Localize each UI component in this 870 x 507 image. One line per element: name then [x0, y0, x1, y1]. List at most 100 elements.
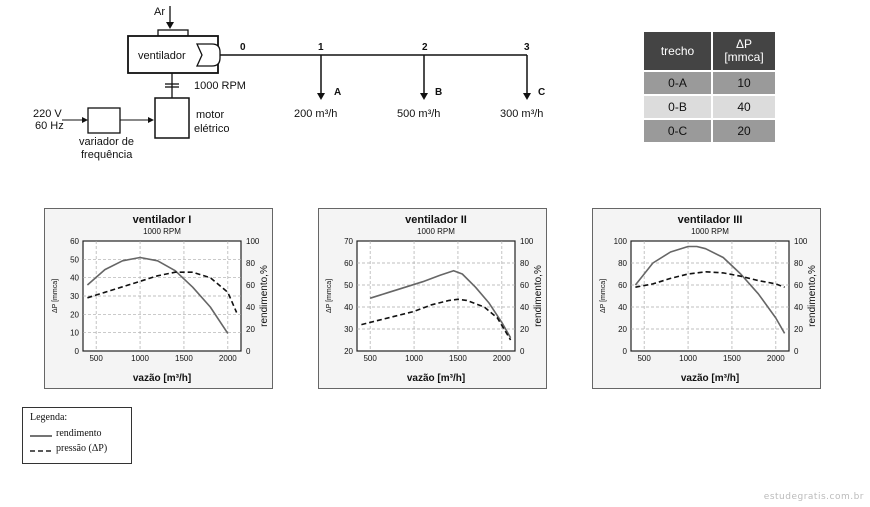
series-line-pressao [635, 270, 785, 288]
cell-trecho: 0-C [642, 118, 713, 144]
y-right-tick-label: 60 [246, 281, 255, 290]
y-right-tick-label: 40 [520, 303, 529, 312]
y-left-tick-label: 20 [618, 325, 627, 334]
motor-label-1: motor [196, 109, 224, 121]
cell-dp: 10 [711, 70, 777, 96]
outlet-a-letter: A [334, 87, 341, 98]
y-right-tick-label: 0 [246, 347, 251, 356]
y-right-tick-label: 80 [520, 259, 529, 268]
x-tick-label: 1000 [405, 354, 423, 363]
legend-title: Legenda: [30, 412, 68, 423]
cell-dp: 20 [711, 118, 777, 144]
series-line-pressao [361, 298, 512, 341]
vfd-label-2: frequência [81, 149, 133, 161]
chart-fan-1: ventilador I 1000 RPM 500 1000 1500 2000 0 10 20… [44, 208, 273, 389]
outlet-a-arrow-icon [317, 93, 325, 100]
outlet-a-flow: 200 m³/h [294, 108, 337, 120]
chart-title: ventilador II [405, 214, 467, 226]
cell-trecho: 0-A [642, 70, 713, 96]
chart-subtitle: 1000 RPM [691, 227, 729, 236]
y-left-tick-label: 30 [70, 292, 79, 301]
y-left-tick-label: 0 [75, 347, 80, 356]
y-left-tick-label: 50 [70, 255, 79, 264]
node-1-label: 1 [318, 42, 324, 53]
y-right-tick-label: 40 [246, 303, 255, 312]
legend-solid-line-icon [30, 435, 52, 437]
y-right-tick-label: 80 [246, 259, 255, 268]
y-left-tick-label: 60 [70, 237, 79, 246]
x-tick-label: 2000 [219, 354, 237, 363]
air-label: Ar [154, 6, 165, 18]
node-0-label: 0 [240, 42, 246, 53]
x-tick-label: 500 [637, 354, 651, 363]
legend-item-rendimento: rendimento [56, 428, 102, 439]
cell-trecho: 0-B [642, 94, 713, 120]
y-right-tick-label: 0 [794, 347, 799, 356]
series-line-rendimento [86, 256, 229, 334]
voltage-label: 220 V [33, 108, 62, 120]
outlet-b-arrow-icon [420, 93, 428, 100]
y-right-tick-label: 60 [520, 281, 529, 290]
y-left-tick-label: 10 [70, 329, 79, 338]
x-tick-label: 500 [363, 354, 377, 363]
cell-dp: 40 [711, 94, 777, 120]
y-right-tick-label: 80 [794, 259, 803, 268]
y-left-tick-label: 80 [618, 259, 627, 268]
y-right-axis-label: rendimento,% [259, 265, 270, 327]
y-right-tick-label: 40 [794, 303, 803, 312]
y-left-tick-label: 60 [618, 281, 627, 290]
chart-fan-2: ventilador II 1000 RPM 500 1000 1500 2000 20 30… [318, 208, 547, 389]
y-left-tick-label: 70 [344, 237, 353, 246]
chart-subtitle: 1000 RPM [143, 227, 181, 236]
series-line-rendimento [634, 245, 786, 334]
legend-dashed-line-icon [30, 450, 52, 452]
y-right-tick-label: 60 [794, 281, 803, 290]
y-left-axis-label: ΔP [mmca] [600, 279, 607, 313]
fan-inlet [157, 29, 189, 37]
y-right-tick-label: 20 [520, 325, 529, 334]
col-header-dp-symbol: ΔP [735, 37, 753, 51]
vfd-label-1: variador de [79, 136, 134, 148]
outlet-c-flow: 300 m³/h [500, 108, 543, 120]
watermark: estudegratis.com.br [763, 492, 864, 502]
x-tick-label: 2000 [493, 354, 511, 363]
table-row: 0-C 20 [642, 118, 777, 144]
frequency-label: 60 Hz [35, 120, 64, 132]
fan-outlet-icon [195, 43, 221, 67]
outlet-c-arrow-icon [523, 93, 531, 100]
y-left-axis-label: ΔP [mmca] [52, 279, 59, 313]
outlet-c-letter: C [538, 87, 545, 98]
col-header-trecho: trecho [642, 30, 713, 72]
x-tick-label: 1000 [131, 354, 149, 363]
y-right-tick-label: 0 [520, 347, 525, 356]
system-schematic: Ar ventilador 1000 RPM motor elétrico 22… [33, 6, 545, 161]
y-left-tick-label: 60 [344, 259, 353, 268]
y-left-tick-label: 40 [618, 303, 627, 312]
pressure-drop-table: trecho ΔP [mmca] 0-A 10 0-B 40 0-C 20 [642, 30, 777, 144]
node-3-label: 3 [524, 42, 530, 53]
rpm-label: 1000 RPM [194, 80, 246, 92]
table-row: 0-B 40 [642, 94, 777, 120]
y-right-tick-label: 20 [794, 325, 803, 334]
chart-title: ventilador I [133, 214, 192, 226]
motor-label-2: elétrico [194, 123, 229, 135]
fan-label: ventilador [138, 50, 186, 62]
y-left-tick-label: 40 [70, 274, 79, 283]
y-right-axis-label: rendimento,% [807, 265, 818, 327]
x-tick-label: 1500 [723, 354, 741, 363]
series-line-pressao [87, 271, 238, 313]
x-axis-label: vazão [m³/h] [681, 373, 739, 384]
y-left-tick-label: 0 [623, 347, 628, 356]
outlet-b-letter: B [435, 87, 442, 98]
chart-subtitle: 1000 RPM [417, 227, 455, 236]
chart-fan-3: ventilador III 1000 RPM 500 1000 1500 2000 0 20… [592, 208, 821, 389]
legend-item-pressao: pressão (ΔP) [56, 443, 108, 454]
y-right-tick-label: 100 [520, 237, 534, 246]
y-right-tick-label: 100 [794, 237, 808, 246]
x-axis-label: vazão [m³/h] [133, 373, 191, 384]
y-right-tick-label: 20 [246, 325, 255, 334]
y-left-tick-label: 40 [344, 303, 353, 312]
